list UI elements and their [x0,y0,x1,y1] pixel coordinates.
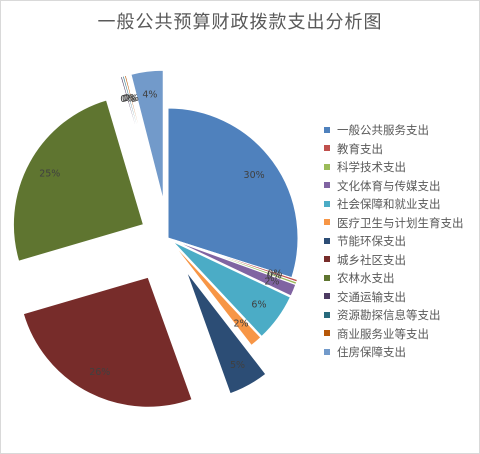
slice-data-label: 0% [122,94,137,105]
pie-slice [173,239,297,297]
legend-label: 商业服务业等支出 [337,326,429,341]
legend-swatch [324,256,330,262]
legend: 一般公共服务支出 教育支出科学技术支出文化体育与传媒支出 社会保障和就业支出医疗卫生… [324,121,464,362]
slice-data-label: 5% [230,360,245,371]
legend-swatch [324,293,330,299]
legend-item: 社会保障和就业支出 [324,195,464,214]
legend-swatch [324,311,330,318]
legend-item: 资源勘探信息等支出 [324,306,464,325]
legend-item: 医疗卫生与计划生育支出 [324,214,464,233]
pie-slice [167,107,299,279]
slice-data-label: 0% [267,268,282,279]
legend-label: 教育支出 [337,141,383,156]
pie-slice [185,271,267,395]
legend-item: 农林水支出 [324,269,464,288]
legend-item: 教育支出 [324,140,464,159]
legend-swatch [324,237,330,244]
legend-swatch [324,126,330,133]
slice-data-label: 0% [267,270,282,281]
legend-item: 交通运输支出 [324,288,464,307]
pie-slice [12,99,145,262]
pie-slice [130,69,164,201]
legend-swatch [324,274,330,281]
slice-data-label: 0% [120,94,135,105]
legend-item: 一般公共服务支出 [324,121,464,140]
slice-data-label: 0% [124,93,139,104]
pie-slice [171,242,262,347]
slice-data-label: 6% [251,299,266,310]
legend-swatch [324,182,330,188]
legend-label: 交通运输支出 [337,289,406,304]
pie-slice [172,241,292,338]
legend-label: 住房保障支出 [337,345,406,359]
pie-slice [123,74,159,202]
legend-swatch [324,219,330,225]
legend-label: 文化体育与传媒支出 [337,178,441,193]
legend-swatch [324,163,330,170]
legend-item: 住房保障支出 [324,343,464,362]
legend-swatch [324,348,330,355]
legend-label: 一般公共服务支出 [337,123,429,137]
legend-item: 科学技术支出 [324,158,464,177]
slice-data-label: 25% [39,169,60,180]
legend-label: 城乡社区支出 [337,252,406,267]
slice-data-label: 2% [233,319,248,330]
legend-item: 文化体育与传媒支出 [324,177,464,196]
legend-swatch [324,145,330,151]
legend-item: 城乡社区支出 [324,251,464,270]
legend-label: 科学技术支出 [337,160,406,174]
legend-label: 节能环保支出 [337,234,406,248]
legend-swatch [324,330,330,336]
pie-slice [22,276,193,408]
legend-label: 医疗卫生与计划生育支出 [337,215,464,230]
chart-title: 一般公共预算财政拨款支出分析图 [97,12,383,33]
legend-label: 社会保障和就业支出 [337,197,441,211]
legend-label: 资源勘探信息等支出 [337,308,441,322]
slice-data-label: 4% [142,90,157,101]
legend-label: 农林水支出 [337,271,395,285]
legend-item: 商业服务业等支出 [324,325,464,344]
legend-item: 节能环保支出 [324,232,464,251]
slice-data-label: 2% [264,276,279,287]
slice-data-label: 26% [89,367,110,378]
legend-swatch [324,200,330,207]
slice-data-label: 30% [244,170,265,181]
